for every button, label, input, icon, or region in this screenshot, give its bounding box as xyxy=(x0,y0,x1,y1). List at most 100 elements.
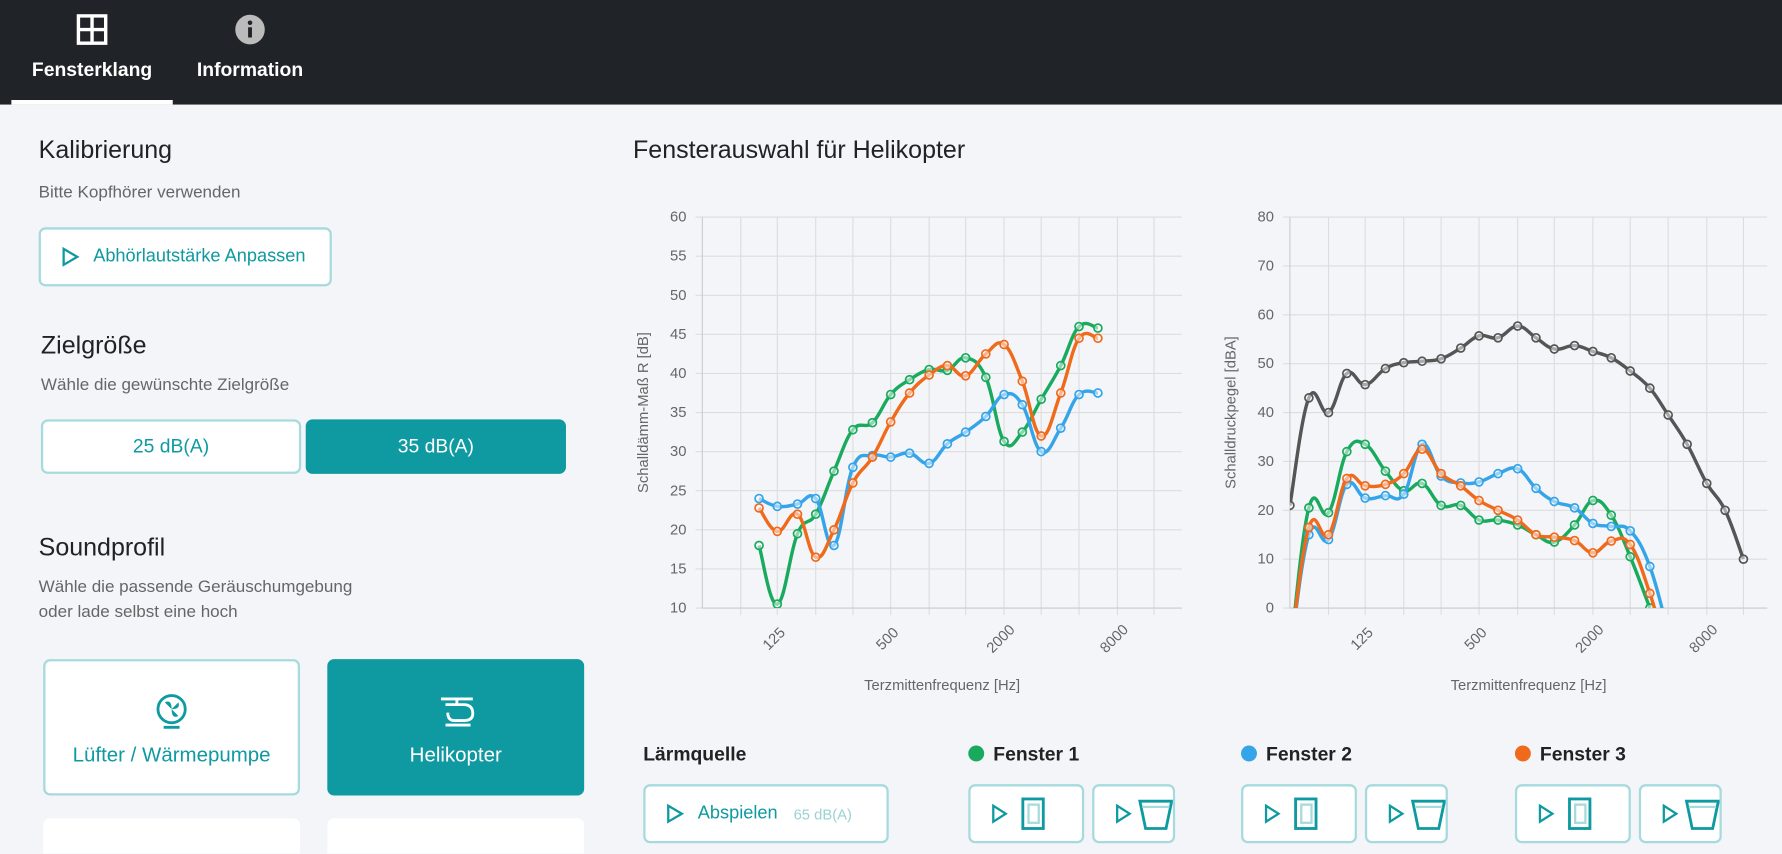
y-tick-label: 30 xyxy=(1258,454,1274,470)
data-point xyxy=(1625,525,1636,536)
data-point xyxy=(1055,388,1066,398)
data-point xyxy=(1342,368,1352,379)
play-window-button[interactable] xyxy=(1514,784,1631,844)
data-point xyxy=(1645,561,1655,572)
data-point xyxy=(1569,535,1580,546)
play-icon xyxy=(667,803,685,824)
data-point xyxy=(1017,399,1028,410)
data-point xyxy=(904,448,915,459)
x-axis-label: Terzmittenfrequenz [Hz] xyxy=(864,678,1020,694)
plot xyxy=(1289,321,1749,609)
data-point xyxy=(1055,360,1066,371)
data-point xyxy=(924,458,934,469)
section-title: Soundprofil xyxy=(38,533,166,562)
data-point xyxy=(829,540,839,551)
data-point xyxy=(1531,332,1541,343)
data-point xyxy=(1074,389,1084,400)
data-point xyxy=(1304,522,1314,533)
data-point xyxy=(792,509,803,520)
data-point xyxy=(1645,588,1655,599)
y-tick-label: 20 xyxy=(1258,503,1274,519)
data-point xyxy=(1323,407,1334,418)
hint: oder lade selbst eine hoch xyxy=(38,602,238,622)
data-point xyxy=(1455,481,1466,491)
data-point xyxy=(1398,489,1409,499)
data-point xyxy=(1588,547,1598,558)
play-window-button[interactable] xyxy=(1638,784,1722,844)
data-point xyxy=(1474,330,1484,341)
helicopter-icon xyxy=(440,697,475,727)
data-point xyxy=(848,424,858,435)
hint: Wähle die passende Geräuschumgebung xyxy=(38,577,353,597)
legend-label: Lärmquelle xyxy=(643,743,747,765)
data-point xyxy=(960,352,971,363)
window-door-icon xyxy=(1538,797,1592,830)
data-point xyxy=(848,462,858,473)
legend-label: Fenster 2 xyxy=(1266,743,1352,765)
data-point xyxy=(885,389,896,400)
y-axis-label: Schalldruckpegel [dBA] xyxy=(1223,336,1239,489)
legend-item: Fenster 1 xyxy=(968,743,1079,766)
data-point xyxy=(1474,477,1484,487)
data-point xyxy=(1398,468,1409,479)
play-window-button[interactable] xyxy=(1092,784,1176,844)
y-tick-label: 10 xyxy=(1258,552,1274,568)
data-point xyxy=(1625,366,1636,376)
level-label: 65 dB(A) xyxy=(793,805,852,823)
data-point xyxy=(867,452,878,462)
y-tick-label: 70 xyxy=(1258,258,1274,274)
profile-card[interactable] xyxy=(327,818,585,854)
play-window-button[interactable] xyxy=(1364,784,1448,844)
data-point xyxy=(1036,446,1047,457)
y-tick-label: 15 xyxy=(670,561,686,577)
x-tick-label: 8000 xyxy=(1097,622,1132,657)
data-point xyxy=(1380,490,1391,501)
target-option[interactable]: 35 dB(A) xyxy=(305,419,566,474)
y-tick-label: 60 xyxy=(670,210,686,226)
data-point xyxy=(904,374,915,385)
data-point xyxy=(1569,520,1580,530)
x-tick-label: 500 xyxy=(1462,625,1491,654)
play-window-button[interactable] xyxy=(1241,784,1357,844)
data-point xyxy=(1036,394,1047,405)
data-point xyxy=(980,372,991,383)
section-title: Zielgröße xyxy=(40,330,147,360)
data-point xyxy=(1380,466,1391,477)
fan-icon xyxy=(156,694,187,729)
data-point xyxy=(754,540,764,551)
calibrate-button[interactable]: Abhörlautstärke Anpassen xyxy=(38,227,332,287)
tab-label: Information xyxy=(196,59,304,81)
profile-card[interactable] xyxy=(43,818,301,854)
play-window-button[interactable] xyxy=(968,784,1085,844)
data-point xyxy=(1493,468,1503,479)
data-point xyxy=(1436,500,1446,511)
play-source-button[interactable]: Abspielen 65 dB(A) xyxy=(643,784,889,844)
y-tick-label: 80 xyxy=(1258,210,1274,226)
legend-dot xyxy=(968,745,985,762)
target-option[interactable]: 25 dB(A) xyxy=(40,419,302,474)
x-tick-label: 8000 xyxy=(1687,622,1722,657)
profile-card[interactable]: Helikopter xyxy=(327,659,585,796)
profile-card[interactable]: Lüfter / Wärmepumpe xyxy=(43,659,301,796)
data-point xyxy=(754,493,764,504)
x-tick-label: 2000 xyxy=(1573,622,1608,657)
data-point xyxy=(1017,376,1028,387)
x-tick-label: 125 xyxy=(760,625,789,654)
data-point xyxy=(1549,532,1560,542)
card-label: Lüfter / Wärmepumpe xyxy=(72,743,271,766)
nav-tab[interactable]: Information xyxy=(182,0,318,105)
data-point xyxy=(1323,507,1334,518)
data-point xyxy=(867,417,878,428)
y-tick-label: 40 xyxy=(1258,405,1274,421)
data-point xyxy=(810,509,821,520)
data-point xyxy=(1436,468,1446,479)
data-point xyxy=(1360,379,1370,390)
data-point xyxy=(1093,333,1103,344)
y-tick-label: 55 xyxy=(670,249,686,265)
data-point xyxy=(1606,510,1617,520)
data-point xyxy=(792,528,803,539)
nav-tab[interactable]: Fensterklang xyxy=(11,0,173,105)
y-tick-label: 20 xyxy=(670,522,686,538)
data-point xyxy=(1304,393,1314,403)
